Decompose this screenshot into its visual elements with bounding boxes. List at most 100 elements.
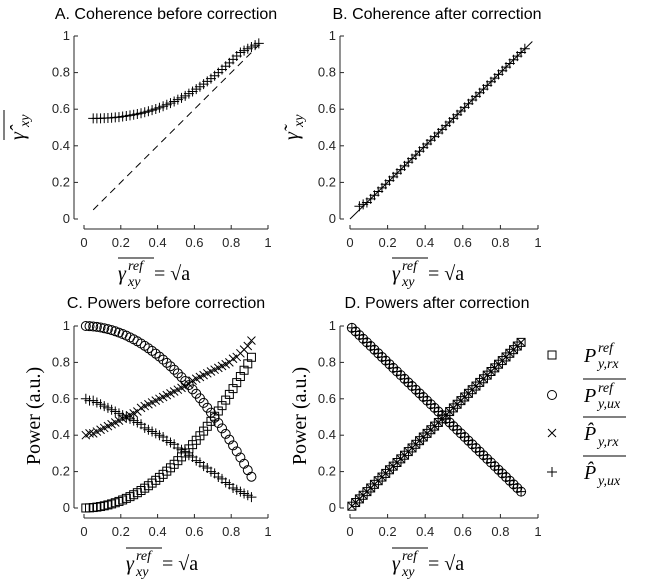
panel-d-ytick-label: 0.6 (318, 391, 336, 406)
panel-b-axes: 0 0.2 0.4 0.6 0.8 1 0 0.2 0.4 0.6 0.8 1 (318, 28, 542, 250)
panel-c-ytick-label: 0 (63, 500, 70, 515)
legend-marker-3 (547, 467, 557, 477)
panel-c-xtick-label: 1 (264, 524, 271, 539)
panel-d-series3-point (516, 486, 527, 497)
panel-a-ytick-label: 0.4 (52, 138, 70, 153)
panel-d: D. Powers after correction 0 0.2 0.4 0.6 0.8… (289, 295, 542, 580)
panel-c-axes: 0 0.2 0.4 0.6 0.8 1 0 0.2 0.4 0.6 0.8 1 (52, 318, 272, 539)
panel-c-series0-point (246, 352, 256, 362)
panel-a-xlabel: γ ref xy = √a (118, 257, 190, 290)
panel-c-ylabel: Power (a.u.) (23, 367, 45, 465)
legend-marker-0 (547, 350, 557, 360)
panel-b-xtick-label: 0.4 (416, 235, 434, 250)
panel-a-xtick-label: 0 (80, 235, 87, 250)
panel-d-ytick-label: 0 (329, 500, 336, 515)
panel-c-series1-point (88, 321, 99, 332)
panel-c-series1-point (84, 321, 95, 332)
panel-c-markers (80, 321, 257, 513)
panel-b-series0-point (519, 43, 530, 54)
panel-c-xtick-label: 0.6 (185, 524, 203, 539)
panel-d-xtick-label: 0.2 (379, 524, 397, 539)
panel-c-series1-point (147, 345, 158, 356)
panel-d-xlabel-gamma: γ (392, 553, 401, 575)
panel-c-ytick-label: 0.6 (52, 391, 70, 406)
panel-b-ylabel-sub: xy (292, 114, 307, 128)
panel-c-series1-point (169, 364, 180, 375)
panel-d-xlabel-sub: xy (401, 565, 415, 580)
legend-marker-1 (547, 390, 557, 400)
panel-c-series1-point (80, 321, 91, 332)
panel-c-xtick-label: 0 (80, 524, 87, 539)
panel-b-xlabel-gamma: γ (392, 263, 401, 285)
panel-c-series1-point (158, 354, 169, 365)
panel-b-xtick-label: 0.6 (454, 235, 472, 250)
panel-a-axes: 0 0.2 0.4 0.6 0.8 1 0 0.2 0.4 0.6 0.8 1 (52, 28, 272, 250)
legend-entry-sub: y,rx (596, 435, 619, 450)
panel-a-xtick-label: 0.6 (185, 235, 203, 250)
panel-c-series1-point (228, 440, 239, 451)
panel-c-series1-point (102, 324, 113, 335)
panel-c-ytick-label: 1 (63, 318, 70, 333)
panel-c-xlabel-gamma: γ (126, 553, 135, 575)
legend-entry-base: P̂ (583, 461, 596, 484)
panel-c-series1-point (202, 402, 213, 413)
panel-c-series1-point (172, 368, 183, 379)
panel-c-series1-point (220, 428, 231, 439)
panel-b-ytick-label: 0.8 (318, 65, 336, 80)
panel-c-series1-point (209, 412, 220, 423)
panel-c-ytick-label: 0.4 (52, 427, 70, 442)
panel-d-ytick-label: 0.2 (318, 464, 336, 479)
panel-b-xlabel: γ ref xy = √a (392, 257, 464, 290)
legend-entry-sup: ref (598, 381, 615, 396)
panel-d-xtick-label: 1 (534, 524, 541, 539)
panel-c-xtick-label: 0.4 (149, 524, 167, 539)
panel-c-series1-point (205, 407, 216, 418)
panel-c-series1-point (246, 471, 257, 482)
panel-d-xlabel: γ ref xy = √a (392, 547, 464, 580)
panel-b-xlabel-eq: = √a (428, 263, 464, 285)
panel-a-ytick-label: 0 (63, 211, 70, 226)
panel-c-series1-point (213, 417, 224, 428)
panel-a-ytick-label: 0.6 (52, 101, 70, 116)
panel-a-ytick-label: 1 (63, 28, 70, 43)
panel-c-xlabel: γ ref xy = √a (126, 547, 198, 580)
panel-c-series1-point (154, 351, 165, 362)
panel-a: A. Coherence before correction 0 0.2 0.4 0.… (3, 6, 277, 290)
panel-c-series1-point (231, 446, 242, 457)
panel-d-series0-point (516, 337, 526, 347)
panel-b: B. Coherence after correction 0 0.2 0.4 0.6… (281, 6, 542, 290)
panel-d-xtick-label: 0.8 (491, 524, 509, 539)
panel-a-ytick-label: 0.2 (52, 174, 70, 189)
panel-c-series1-point (235, 452, 246, 463)
panel-b-ylabel: γ̃ xy (281, 114, 307, 140)
panel-c-xlabel-sup: ref (136, 549, 153, 564)
panel-c-series1-point (176, 372, 187, 383)
legend-entry-sub: y,rx (596, 357, 619, 372)
panel-a-xtick-label: 0.2 (112, 235, 130, 250)
panel-c: C. Powers before correction 0 0.2 0.4 0.6 0.… (23, 295, 272, 580)
panel-c-series1-point (143, 343, 154, 354)
panel-b-xtick-label: 0.8 (491, 235, 509, 250)
panel-b-xtick-label: 1 (534, 235, 541, 250)
legend-entry-sub: y,ux (596, 474, 621, 489)
panel-d-title: D. Powers after correction (345, 295, 530, 312)
panel-d-markers (346, 322, 527, 511)
panel-a-title: A. Coherence before correction (55, 6, 277, 23)
legend-entry-base: P̂ (583, 422, 596, 445)
panel-a-xlabel-sup: ref (128, 259, 145, 274)
panel-a-xtick-label: 0.4 (149, 235, 167, 250)
panel-b-xlabel-sub: xy (401, 275, 415, 290)
panel-a-reference-line (92, 44, 260, 211)
panel-c-xtick-label: 0.8 (222, 524, 240, 539)
panel-c-series1-point (150, 348, 161, 359)
panel-c-series2-point (247, 336, 256, 345)
panel-c-ytick-label: 0.8 (52, 354, 70, 369)
panel-d-xtick-label: 0.4 (416, 524, 434, 539)
legend-entry-sup: ref (598, 341, 615, 356)
panel-a-series0-point (253, 38, 264, 49)
panel-c-series1-point (165, 361, 176, 372)
